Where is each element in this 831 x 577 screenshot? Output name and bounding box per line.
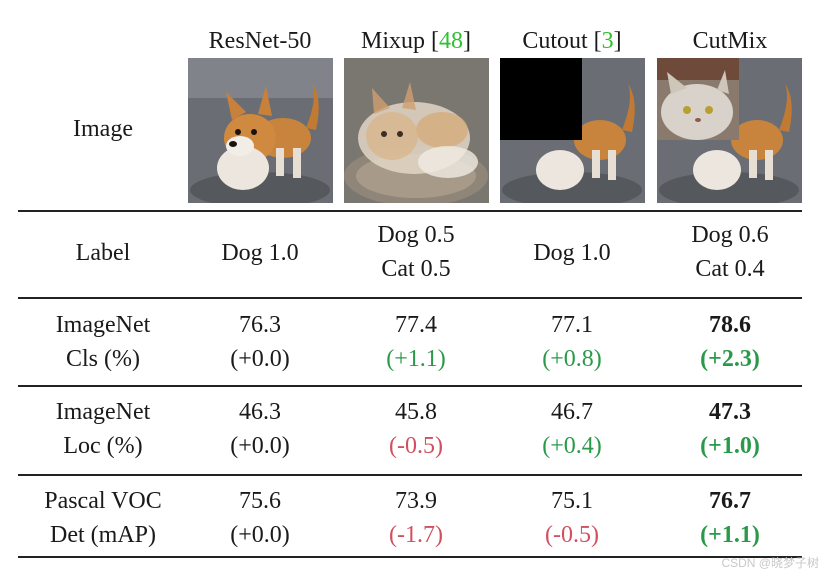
thumbnail-resnet50-dog: [188, 58, 333, 203]
row-label-cls: ImageNet Cls (%): [55, 312, 151, 372]
citation-ref[interactable]: 48: [439, 28, 463, 54]
loc-cell-mixup: 45.8 (-0.5): [389, 399, 443, 459]
label-cell-mixup: Dog 0.5 Cat 0.5: [377, 222, 455, 282]
thumbnail-mixup-blend: [344, 58, 489, 203]
row-label-image: Image: [73, 116, 133, 142]
column-header-cutout: Cutout [3]: [522, 28, 622, 54]
loc-cell-cutout: 46.7 (+0.4): [542, 399, 602, 459]
label-cell-cutout: Dog 1.0: [533, 240, 611, 266]
column-header-resnet50: ResNet-50: [208, 28, 312, 54]
cls-cell-resnet50: 76.3 (+0.0): [230, 312, 290, 372]
loc-cell-resnet50: 46.3 (+0.0): [230, 399, 290, 459]
column-header-mixup: Mixup [48]: [361, 28, 471, 54]
thumbnail-cutout-masked: [500, 58, 645, 203]
loc-cell-cutmix: 47.3 (+1.0): [700, 399, 760, 459]
column-header-cutmix: CutMix: [692, 28, 768, 54]
table-rule: [18, 474, 802, 476]
watermark: CSDN @晓梦子树: [721, 556, 819, 570]
det-cell-mixup: 73.9 (-1.7): [389, 488, 443, 548]
thumbnail-cutmix-patched: [657, 58, 802, 203]
label-cell-cutmix: Dog 0.6 Cat 0.4: [691, 222, 769, 282]
table-rule: [18, 297, 802, 299]
table-rule: [18, 210, 802, 212]
cls-cell-cutout: 77.1 (+0.8): [542, 312, 602, 372]
label-cell-resnet50: Dog 1.0: [221, 240, 299, 266]
det-cell-cutmix: 76.7 (+1.1): [700, 488, 760, 548]
cls-cell-mixup: 77.4 (+1.1): [386, 312, 446, 372]
det-cell-cutout: 75.1 (-0.5): [545, 488, 599, 548]
row-label-det: Pascal VOC Det (mAP): [44, 488, 162, 548]
table-rule: [18, 556, 802, 558]
table-rule: [18, 385, 802, 387]
row-label-loc: ImageNet Loc (%): [55, 399, 151, 459]
cls-cell-cutmix: 78.6 (+2.3): [700, 312, 760, 372]
citation-ref[interactable]: 3: [601, 28, 614, 54]
row-label-label: Label: [75, 240, 131, 266]
det-cell-resnet50: 75.6 (+0.0): [230, 488, 290, 548]
